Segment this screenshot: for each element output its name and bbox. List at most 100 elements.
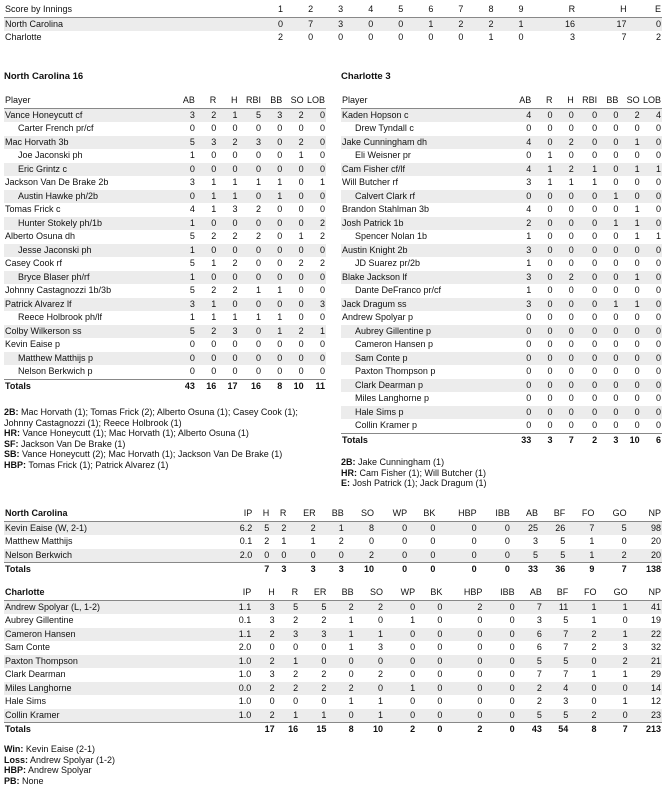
batting-header-cell: R <box>532 94 554 109</box>
batting-stat-cell: 5 <box>189 231 195 241</box>
batting-player-name: Andrew Spolyar p <box>342 312 414 322</box>
pitching-totals-cell: 138 <box>627 562 662 577</box>
pitching-stat-cell: 3 <box>275 627 300 641</box>
batting-row: Joe Jaconski ph 1 0 0 0 0 1 0 <box>4 149 326 163</box>
batting-stat-cell: 0 <box>283 270 305 284</box>
batting-stat-cell: 4 <box>640 108 662 122</box>
linescore-cell: 0 <box>254 17 285 31</box>
pitching-totals-row: Totals 7 3 3 3 10 0 0 0 0 33 36 9 7 138 <box>4 562 662 577</box>
note-line: SB: Vance Honeycutt (2); Mac Horvath (1)… <box>4 449 322 460</box>
batting-stat-cell: 0 <box>526 150 532 160</box>
batting-stat-cell: 0 <box>568 339 574 349</box>
linescore-cell: 7 <box>284 17 315 31</box>
batting-stat-cell: 1 <box>211 312 217 322</box>
pitching-stat-cell: 26 <box>539 521 567 535</box>
batting-player-name: Mac Horvath 3b <box>4 135 175 149</box>
batting-stat-cell: 0 <box>277 231 283 241</box>
linescore-cell: 0 <box>308 32 314 42</box>
pitching-stat-cell: 1 <box>569 600 598 614</box>
pitching-totals-cell: 0 <box>416 722 444 737</box>
note-label: 2B: <box>4 407 19 417</box>
batting-stat-cell: 0 <box>511 324 533 338</box>
batting-player-name: Reece Holbrook ph/lf <box>18 312 103 322</box>
note-label: PB: <box>4 775 20 786</box>
pitching-header-row: North Carolina IP H R ER BB SO WP BK HBP IBB AB BF FO… <box>4 507 662 522</box>
batting-header-cell: Player <box>341 94 512 109</box>
batting-stat-cell: 0 <box>547 420 553 430</box>
batting-stat-cell: 0 <box>574 351 599 365</box>
batting-header-cell: RBI <box>574 94 599 109</box>
batting-player-name: Casey Cook rf <box>5 258 63 268</box>
batting-player-name: Sam Conte p <box>341 351 512 365</box>
pitching-totals-cell: 54 <box>542 722 570 737</box>
batting-stat-cell: 1 <box>619 135 641 149</box>
batting-stat-cell: 1 <box>634 204 640 214</box>
linescore-header-cell: 4 <box>344 3 375 18</box>
batting-stat-cell: 0 <box>532 135 554 149</box>
note-line: HR: Cam Fisher (1); Will Butcher (1) <box>341 468 659 479</box>
batting-stat-cell: 0 <box>598 270 620 284</box>
pitching-totals-cell <box>224 722 253 737</box>
batting-stat-cell: 0 <box>511 189 533 203</box>
batting-totals-cell: 8 <box>261 378 284 393</box>
pitching-stat-cell: 1.1 <box>224 627 253 641</box>
batting-player-name: Will Butcher rf <box>342 177 399 187</box>
batting-player-name: Collin Kramer p <box>355 420 418 430</box>
pitcher-name: Cameron Hansen <box>4 627 224 641</box>
batting-stat-cell: 1 <box>195 297 218 311</box>
batting-stat-cell: 0 <box>277 258 283 268</box>
pitching-stat-cell: 0 <box>483 627 516 641</box>
note-line: PB: None <box>4 776 304 787</box>
pitching-totals-cell: 0 <box>374 562 409 577</box>
pitching-stat-cell: 3 <box>269 615 275 625</box>
pitching-header-cell: HBP <box>436 507 478 522</box>
batting-stat-cell: 0 <box>634 150 640 160</box>
batting-stat-cell: 0 <box>613 393 619 403</box>
batting-stat-cell: 0 <box>640 216 662 230</box>
batting-stat-cell: 0 <box>613 258 619 268</box>
batting-stat-cell: 4 <box>511 108 533 122</box>
pitching-stat-cell: 0 <box>483 654 516 668</box>
batting-player-name: Austin Knight 2b <box>341 243 512 257</box>
batting-stat-cell: 0 <box>304 135 326 149</box>
note-line: Loss: Andrew Spolyar (1-2) <box>4 755 304 766</box>
pitching-stat-cell: 0 <box>348 669 354 679</box>
pitching-stat-cell: 1 <box>348 642 354 652</box>
pitcher-name: Collin Kramer <box>4 708 224 723</box>
batting-stat-cell: 0 <box>532 351 554 365</box>
pitching-header-cell: IBB <box>477 507 511 522</box>
batting-stat-cell: 2 <box>511 216 533 230</box>
batting-stat-cell: 0 <box>619 243 641 257</box>
pitching-header-cell: GO <box>597 586 629 601</box>
batting-stat-cell: 0 <box>217 270 239 284</box>
batting-stat-cell: 0 <box>613 420 619 430</box>
pitching-stat-cell: 0 <box>477 548 511 563</box>
batting-stat-cell: 0 <box>613 123 619 133</box>
pitching-stat-cell: 0 <box>436 548 478 563</box>
linescore-cell: 0 <box>518 32 524 42</box>
batting-stat-cell: 0 <box>592 366 598 376</box>
batting-stat-cell: 0 <box>547 312 553 322</box>
pitching-header-cell: BB <box>316 507 345 522</box>
pitching-team-title: Charlotte <box>4 586 224 601</box>
pitching-stat-cell: 1 <box>354 708 384 723</box>
linescore-cell: 2 <box>434 17 465 31</box>
batting-row: Spencer Nolan 1b 1 0 0 0 0 1 1 <box>341 230 662 244</box>
batting-stat-cell: 0 <box>592 285 598 295</box>
batting-stat-cell: 0 <box>298 204 304 214</box>
linescore-cell: 0 <box>398 32 404 42</box>
batting-stat-cell: 0 <box>655 204 661 214</box>
batting-stat-cell: 0 <box>298 312 304 322</box>
batting-row: Cam Fisher cf/lf 4 1 2 1 0 1 1 <box>341 162 662 176</box>
batting-stat-cell: 0 <box>255 123 261 133</box>
pitching-stat-cell: 0 <box>509 642 515 652</box>
batting-stat-cell: 0 <box>634 339 640 349</box>
batting-stat-cell: 0 <box>189 339 195 349</box>
batting-stat-cell: 0 <box>283 243 305 257</box>
batting-stat-cell: 1 <box>568 177 574 187</box>
linescore-cell: 0 <box>458 32 464 42</box>
batting-stat-cell: 0 <box>304 351 326 365</box>
pitching-header-cell: IP <box>224 507 254 522</box>
batting-stat-cell: 0 <box>598 108 620 122</box>
pitching-stat-cell: 5 <box>595 521 628 535</box>
